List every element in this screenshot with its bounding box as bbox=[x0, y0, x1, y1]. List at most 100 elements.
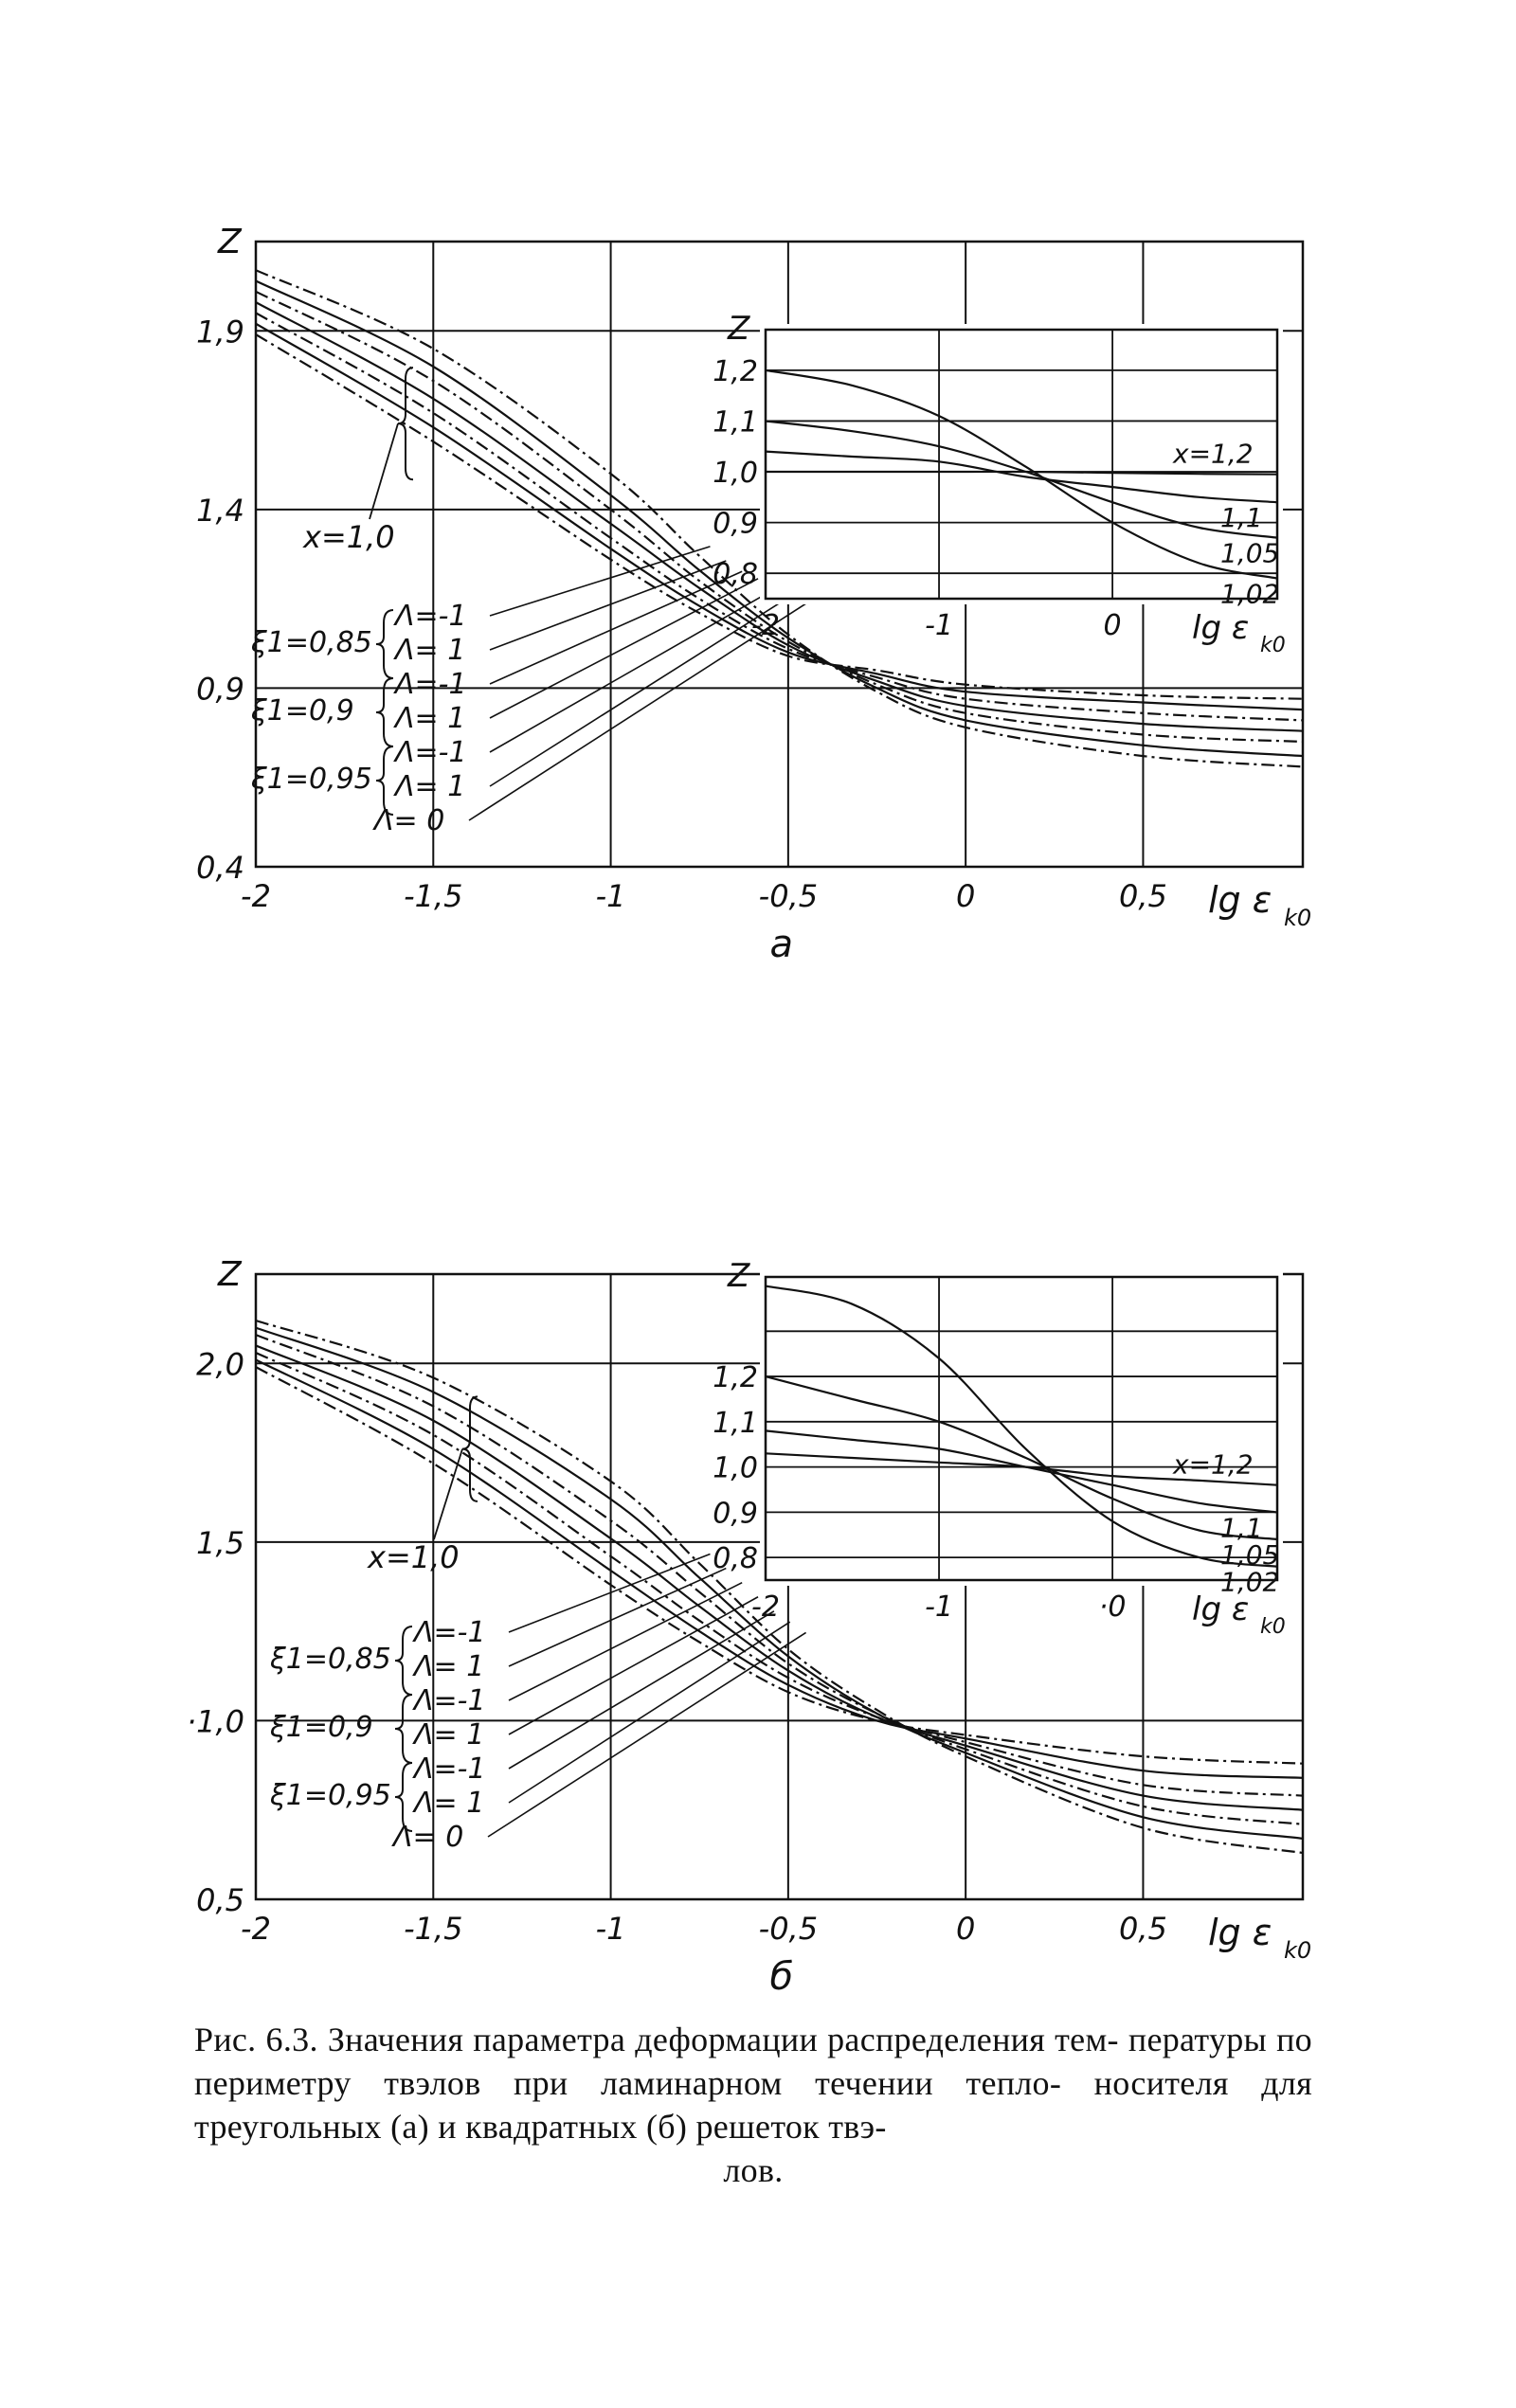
legend-leader-line bbox=[489, 560, 727, 651]
series-line bbox=[256, 322, 1303, 711]
curve-bracket bbox=[461, 1395, 478, 1502]
legend-entry: Λ= 1 bbox=[393, 770, 465, 803]
y-axis-label: Z bbox=[217, 223, 243, 261]
inset-y-tick-label: 1,1 bbox=[713, 405, 758, 439]
x-tick-label: 0 bbox=[956, 878, 975, 914]
panel-label: б bbox=[770, 1955, 794, 1999]
legend-group-label: ξ1=0,95 bbox=[269, 1779, 391, 1812]
series-line bbox=[256, 333, 1303, 700]
inset-series-line bbox=[765, 1285, 1278, 1568]
inset-y-tick-label: 0,8 bbox=[713, 1542, 758, 1575]
x-tick-label: 0,5 bbox=[1119, 878, 1167, 914]
legend-leader-line bbox=[508, 1553, 711, 1633]
x-tick-label: 0,5 bbox=[1119, 1911, 1167, 1947]
legend-entry: Λ=-1 bbox=[393, 736, 467, 769]
legend-leader-line bbox=[508, 1567, 727, 1667]
inset-series-label: x=1,2 bbox=[1172, 1449, 1254, 1481]
inset-y-axis-label: Z bbox=[727, 310, 750, 348]
series-line bbox=[256, 1352, 1303, 1797]
y-tick-label: 2,0 bbox=[196, 1346, 244, 1382]
series-line bbox=[256, 279, 1303, 758]
x-tick-label: -0,5 bbox=[759, 1911, 818, 1947]
inset-series-line bbox=[765, 420, 1278, 539]
x-tick-label: -2 bbox=[241, 1911, 271, 1947]
legend-brace bbox=[394, 1626, 413, 1696]
inset-series-label: 1,02 bbox=[1220, 579, 1279, 610]
bracket-leader bbox=[433, 1448, 463, 1540]
legend-leader-line bbox=[508, 1610, 775, 1770]
inset-x-axis-label-subscript: k0 bbox=[1260, 634, 1286, 657]
bracket-leader bbox=[369, 422, 399, 520]
legend-group-label: ξ1=0,9 bbox=[269, 1711, 373, 1744]
caption-line-1: Рис. 6.3. Значения параметра деформации … bbox=[194, 2021, 1119, 2058]
y-axis-label: Z bbox=[217, 1255, 243, 1294]
legend-group-label: ξ1=0,95 bbox=[250, 763, 372, 796]
legend-group-label: ξ1=0,85 bbox=[269, 1643, 391, 1676]
bracket-label: x=1,0 bbox=[302, 519, 395, 555]
inset-x-tick-label: -1 bbox=[925, 1590, 953, 1624]
inset-x-tick-label: -2 bbox=[751, 1590, 780, 1624]
inset-y-tick-label: 1,0 bbox=[713, 1452, 758, 1485]
legend-leader-line bbox=[508, 1621, 791, 1804]
legend-entry: Λ= 1 bbox=[412, 1718, 484, 1752]
inset-y-tick-label: 0,9 bbox=[713, 508, 758, 541]
legend-brace bbox=[375, 609, 394, 679]
inset-y-tick-label: 0,9 bbox=[713, 1497, 758, 1530]
caption-line-3: носителя для треугольных (а) и квадратны… bbox=[194, 2064, 1312, 2146]
inset-x-axis-label: lg ε bbox=[1192, 1590, 1249, 1628]
legend-leader-line bbox=[489, 578, 759, 719]
inset-series-label: x=1,2 bbox=[1172, 439, 1254, 470]
inset-x-axis-label-subscript: k0 bbox=[1260, 1615, 1286, 1639]
legend-brace bbox=[394, 1694, 413, 1764]
inset-x-axis-label: lg ε bbox=[1192, 609, 1249, 647]
panel-label: а bbox=[770, 923, 794, 966]
y-tick-label: 0,5 bbox=[196, 1882, 244, 1918]
series-group bbox=[256, 269, 1303, 768]
y-tick-label: 1,4 bbox=[196, 493, 244, 529]
inset-y-tick-label: 1,2 bbox=[713, 355, 758, 388]
legend-entry: Λ= 0 bbox=[372, 804, 444, 837]
legend-entry: Λ= 1 bbox=[412, 1650, 484, 1683]
legend-entry: Λ=-1 bbox=[412, 1616, 486, 1649]
series-line bbox=[256, 269, 1303, 768]
series-line bbox=[256, 1326, 1303, 1840]
x-axis-label-subscript: k0 bbox=[1284, 1937, 1311, 1964]
legend-leader-line bbox=[468, 602, 807, 821]
legend-group-label: ξ1=0,9 bbox=[250, 694, 354, 728]
inset-x-tick-label: 0 bbox=[1104, 609, 1122, 642]
x-tick-label: -2 bbox=[241, 878, 271, 914]
inset-x-tick-label: -1 bbox=[925, 609, 953, 642]
legend-brace bbox=[394, 1762, 413, 1832]
x-axis-label: lg ε bbox=[1208, 879, 1272, 921]
x-tick-label: -1 bbox=[596, 878, 626, 914]
inset-series-line bbox=[765, 1375, 1278, 1541]
legend-entry: Λ= 1 bbox=[393, 702, 465, 735]
series-line bbox=[256, 301, 1303, 732]
y-tick-label: 1,5 bbox=[196, 1525, 244, 1561]
series-line bbox=[256, 1366, 1303, 1765]
inset-series-label: 1,05 bbox=[1220, 538, 1279, 569]
x-axis-label: lg ε bbox=[1208, 1912, 1272, 1953]
x-tick-label: -1 bbox=[596, 1911, 626, 1947]
inset-x-tick-label: ·0 bbox=[1099, 1590, 1127, 1624]
x-axis-label-subscript: k0 bbox=[1284, 905, 1311, 931]
x-tick-label: 0 bbox=[956, 1911, 975, 1947]
legend-entry: Λ=-1 bbox=[393, 600, 467, 633]
y-tick-label: 0,9 bbox=[196, 671, 244, 707]
figure-caption: Рис. 6.3. Значения параметра деформации … bbox=[194, 2018, 1312, 2192]
caption-line-2: пературы по периметру твэлов при ламинар… bbox=[194, 2021, 1312, 2102]
legend-entry: Λ=-1 bbox=[412, 1752, 486, 1786]
legend-leader-line bbox=[489, 596, 791, 787]
inset-y-axis-label: Z bbox=[727, 1257, 750, 1295]
series-line bbox=[256, 1358, 1303, 1779]
y-tick-label: 1,9 bbox=[196, 314, 244, 350]
inset-x-tick-label: -2 bbox=[751, 609, 780, 642]
x-tick-label: -1,5 bbox=[404, 1911, 462, 1947]
legend-entry: Λ=-1 bbox=[393, 668, 467, 701]
inset-frame bbox=[764, 1275, 1279, 1582]
curve-bracket bbox=[397, 367, 414, 481]
bracket-label: x=1,0 bbox=[367, 1539, 460, 1575]
legend-brace bbox=[375, 677, 394, 747]
legend-entry: Λ= 1 bbox=[412, 1787, 484, 1820]
